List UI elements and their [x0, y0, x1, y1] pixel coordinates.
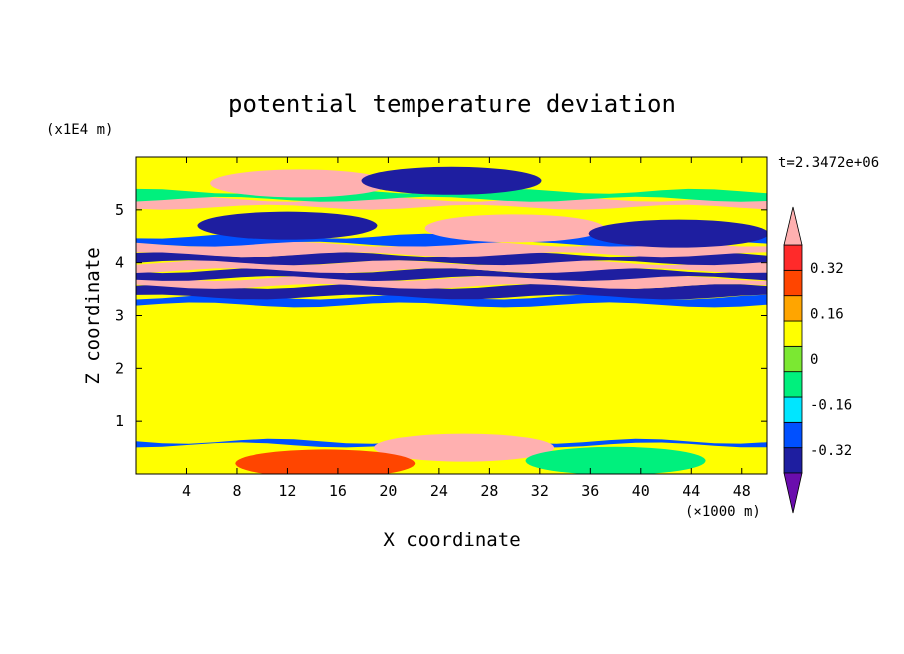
- x-axis: 4 8 12 16 20 24 28 32 36 40 44 48: [182, 157, 751, 500]
- x-tick-label: 40: [632, 482, 650, 500]
- colorbar-tick-label: -0.16: [810, 398, 852, 414]
- contour-band: [136, 276, 767, 289]
- field-layer: [136, 304, 767, 442]
- colorbar-tick-label: -0.32: [810, 443, 852, 459]
- contour-blob: [210, 169, 391, 198]
- y-tick-label: 2: [115, 359, 124, 377]
- plot-area: [136, 157, 767, 474]
- x-tick-label: 48: [733, 482, 751, 500]
- x-axis-label: X coordinate: [383, 529, 520, 551]
- colorbar-box: [783, 396, 803, 423]
- x-tick-label: 20: [379, 482, 397, 500]
- colorbar: 0.32 0.16 0 -0.16 -0.32: [783, 206, 852, 514]
- x-tick-label: 4: [182, 482, 191, 500]
- colorbar-box: [783, 371, 803, 398]
- y-axis-label: Z coordinate: [82, 247, 104, 384]
- colorbar-tick-label: 0.16: [810, 306, 844, 322]
- contour-band: [136, 268, 767, 281]
- contour-band: [136, 284, 767, 300]
- contour-blob: [197, 211, 378, 240]
- colorbar-tick-label: 0.32: [810, 261, 844, 277]
- x-tick-label: 44: [682, 482, 700, 500]
- y-tick-label: 5: [115, 201, 124, 219]
- y-tick-label: 4: [115, 254, 124, 272]
- colorbar-box: [783, 345, 803, 373]
- x-tick-label: 16: [329, 482, 347, 500]
- x-tick-label: 24: [430, 482, 448, 500]
- colorbar-box: [783, 244, 803, 271]
- colorbar-max-arrow: [783, 206, 803, 246]
- colorbar-box: [783, 320, 803, 347]
- x-units-label: (×1000 m): [685, 504, 761, 520]
- colorbar-box: [783, 269, 803, 297]
- x-tick-label: 12: [278, 482, 296, 500]
- time-label: t=2.3472e+06: [778, 155, 879, 171]
- x-tick-label: 32: [531, 482, 549, 500]
- y-axis: 1 2 3 4 5: [115, 201, 767, 430]
- contour-blob: [424, 214, 605, 243]
- contour-band: [136, 196, 767, 210]
- colorbar-box: [783, 447, 803, 474]
- colorbar-tick-label: 0: [810, 352, 818, 368]
- contour-band: [136, 438, 767, 448]
- colorbar-min-arrow: [783, 472, 803, 514]
- contour-blob: [361, 166, 542, 195]
- x-tick-label: 28: [480, 482, 498, 500]
- y-tick-label: 1: [115, 412, 124, 430]
- contour-band: [136, 252, 767, 266]
- contour-band: [136, 294, 767, 308]
- contour-band: [136, 260, 767, 273]
- contour-blob: [525, 446, 706, 474]
- chart-title: potential temperature deviation: [228, 90, 676, 118]
- colorbar-box: [783, 295, 803, 322]
- y-units-label: (x1E4 m): [46, 122, 113, 138]
- contour-blob: [588, 219, 767, 248]
- y-tick-label: 3: [115, 307, 124, 325]
- x-tick-label: 8: [232, 482, 241, 500]
- colorbar-box: [783, 421, 803, 449]
- contour-blob: [235, 449, 416, 474]
- x-tick-label: 36: [581, 482, 599, 500]
- contour-blob: [374, 433, 555, 462]
